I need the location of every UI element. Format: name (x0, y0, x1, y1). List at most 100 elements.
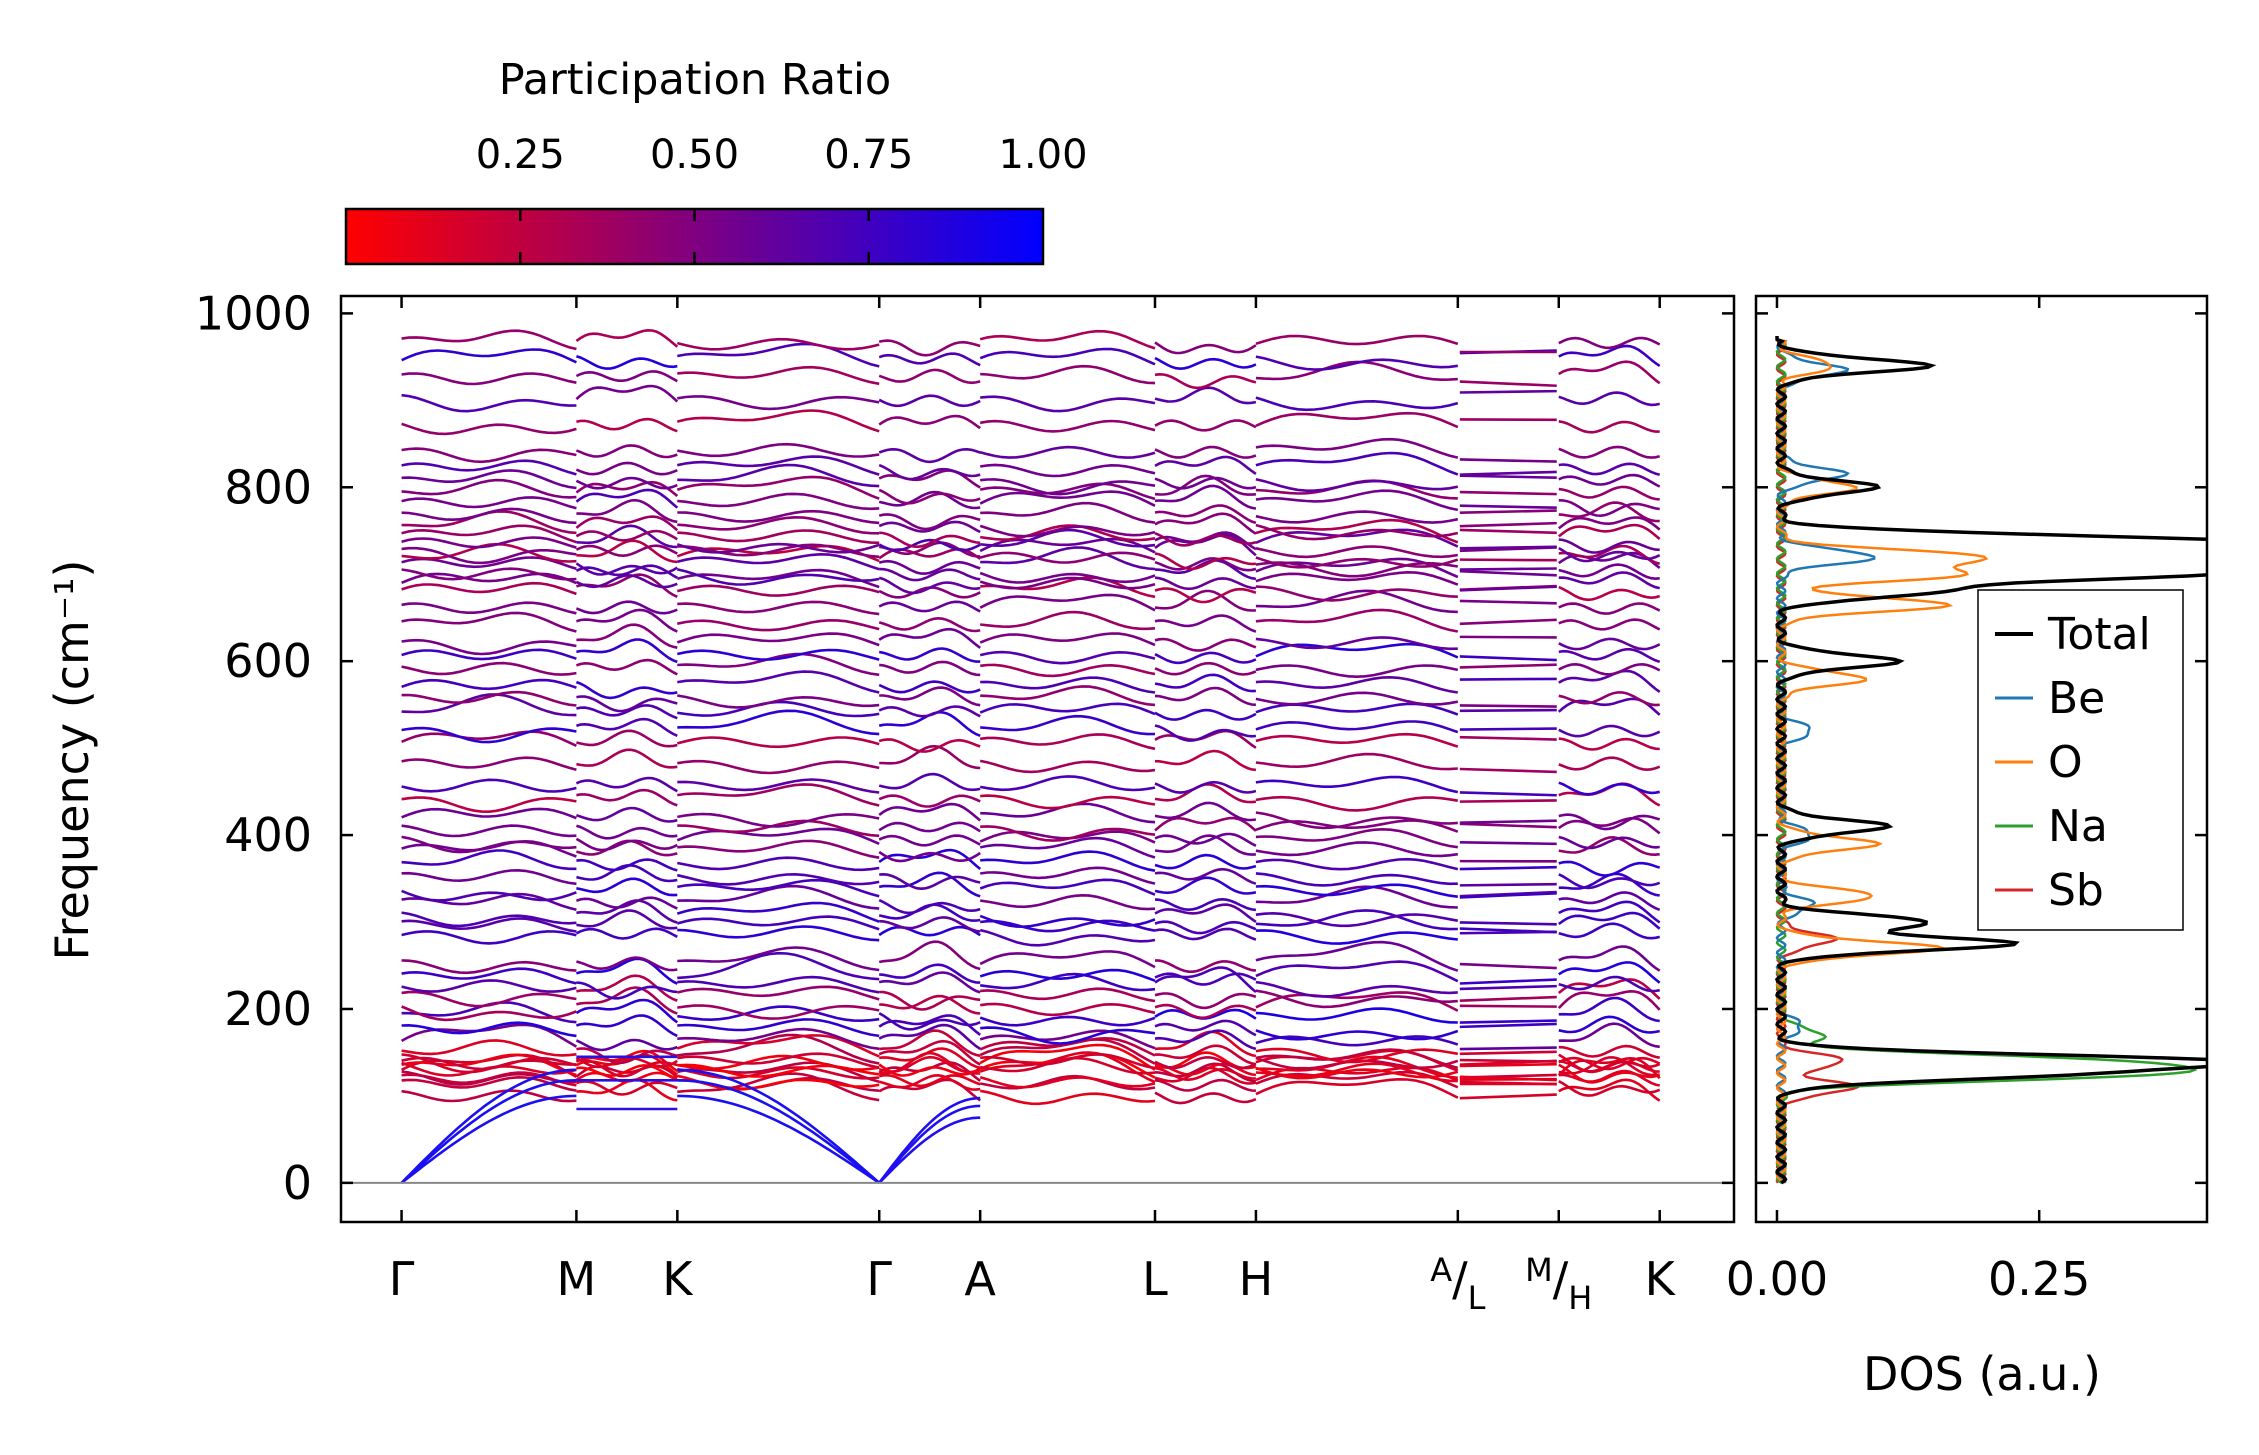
phonon-band (575, 806, 678, 823)
phonon-band (1154, 476, 1257, 490)
phonon-band (1459, 882, 1557, 887)
y-tick-label: 200 (224, 982, 312, 1036)
phonon-band (878, 971, 981, 994)
x-tick-label: K (662, 1252, 694, 1306)
phonon-band (576, 824, 678, 840)
phonon-band (576, 608, 678, 633)
phonon-band (401, 835, 577, 854)
phonon-band (879, 531, 981, 549)
acoustic-band (400, 1094, 577, 1184)
phonon-band (980, 546, 1156, 571)
phonon-band (878, 772, 981, 792)
phonon-band (401, 1039, 577, 1057)
phonon-band (1255, 489, 1459, 512)
phonon-band (677, 975, 880, 994)
phonon-band (979, 1089, 1156, 1106)
dos-panel: 0.00 0.25 DOS (a.u.) Total Be O Na Sb (1726, 294, 2209, 1401)
phonon-band (576, 355, 678, 370)
phonon-band (979, 650, 1156, 665)
phonon-band (979, 1015, 1156, 1027)
phonon-band (401, 601, 577, 615)
phonon-band (677, 783, 880, 807)
phonon-band (1255, 775, 1459, 794)
phonon-band (1154, 920, 1257, 935)
phonon-band (979, 702, 1156, 716)
phonon-band (575, 328, 679, 348)
phonon-band (1459, 930, 1557, 935)
phonon-band (677, 652, 880, 677)
phonon-band (575, 529, 678, 542)
colorbar-tick-label: 1.00 (998, 132, 1087, 178)
phonon-band (980, 501, 1156, 524)
phonon-band (1154, 853, 1257, 870)
phonon-band (1154, 372, 1257, 390)
phonon-band (878, 352, 981, 367)
acoustic-band (878, 1116, 981, 1184)
phonon-band (879, 744, 981, 770)
phonon-band (1459, 677, 1557, 681)
phonon-band (1154, 455, 1257, 475)
phonon-band (575, 998, 679, 1024)
phonon-band (575, 658, 678, 676)
phonon-band (1558, 1022, 1660, 1049)
legend-label: Total (2047, 609, 2151, 660)
phonon-band (878, 1039, 981, 1066)
phonon-band (677, 951, 880, 981)
phonon-band (1154, 532, 1257, 547)
legend-label: Na (2048, 801, 2108, 852)
phonon-band (1154, 484, 1257, 510)
phonon-band (1255, 437, 1459, 459)
phonon-band (677, 925, 880, 942)
phonon-band (401, 930, 577, 945)
phonon-band (979, 571, 1156, 584)
phonon-band (979, 928, 1156, 947)
phonon-band (979, 524, 1156, 538)
phonon-band (1558, 900, 1661, 924)
phonon-band (401, 507, 577, 525)
phonon-band (401, 911, 577, 928)
phonon-band (1459, 791, 1557, 797)
phonon-band (575, 573, 678, 589)
phonon-band (980, 685, 1156, 707)
dos-curve-sb (1775, 336, 1860, 1184)
phonon-band (576, 695, 678, 713)
phonon-band (1459, 545, 1557, 550)
phonon-band (1255, 827, 1458, 849)
phonon-band (1459, 962, 1557, 970)
phonon-band (1154, 651, 1257, 665)
phonon-band (979, 551, 1156, 564)
phonon-band (1557, 523, 1661, 540)
phonon-band (1154, 673, 1256, 693)
phonon-band (1255, 528, 1459, 548)
phonon-band (1255, 989, 1458, 1009)
phonon-band (878, 940, 981, 971)
phonon-band (1558, 724, 1661, 738)
phonon-band (1154, 533, 1257, 557)
phonon-band (1154, 587, 1257, 604)
phonon-band (1459, 708, 1557, 713)
phonon-band (677, 819, 880, 838)
phonon-band (1255, 929, 1458, 945)
phonon-band (1459, 521, 1557, 528)
phonon-band (878, 414, 981, 430)
phonon-band (677, 812, 880, 828)
phonon-band (1558, 546, 1661, 563)
phonon-band (1154, 708, 1257, 721)
phonon-band (575, 927, 678, 940)
phonon-band (879, 567, 981, 582)
phonon-band (1558, 391, 1660, 407)
phonon-band (1558, 618, 1661, 631)
phonon-band (1558, 669, 1661, 693)
legend-label: O (2048, 737, 2083, 788)
phonon-band (576, 1047, 678, 1065)
phonon-band (879, 916, 981, 933)
phonon-band (576, 1058, 678, 1078)
phonon-band (1255, 1062, 1458, 1083)
phonon-band (401, 892, 577, 911)
phonon-band (401, 917, 577, 933)
phonon-band (401, 329, 577, 351)
phonon-band (401, 726, 577, 744)
phonon-band (979, 836, 1156, 859)
phonon-band (676, 584, 880, 597)
phonon-band (1154, 1044, 1257, 1066)
